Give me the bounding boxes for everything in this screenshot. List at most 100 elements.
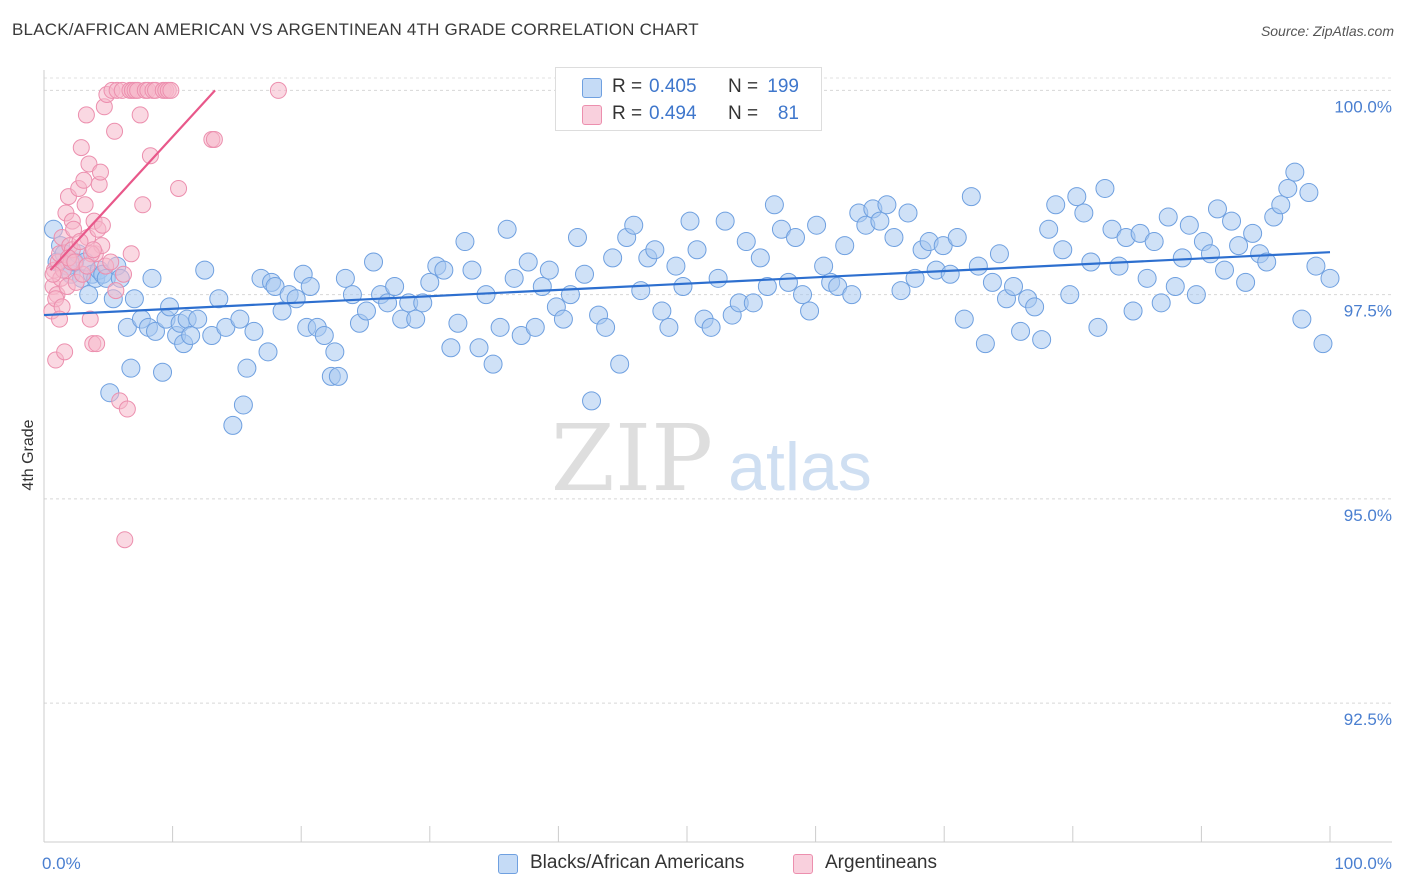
blacks-point: [624, 215, 644, 235]
blacks-point: [188, 309, 208, 329]
blacks-point: [603, 248, 623, 268]
blacks-point: [364, 252, 384, 272]
blacks-point: [1292, 309, 1312, 329]
argentineans-point: [88, 335, 106, 353]
legend-label: Argentineans: [825, 852, 937, 873]
blacks-point: [1222, 211, 1242, 231]
argentineans-point: [106, 122, 124, 140]
blacks-point: [434, 260, 454, 280]
x-tick-labels: 0.0% 100.0%: [42, 854, 1392, 873]
blacks-point: [1186, 285, 1206, 305]
blacks-point: [968, 256, 988, 276]
blacks-point: [1144, 232, 1164, 252]
x-tick-label: 0.0%: [42, 854, 81, 873]
chart-source: Source: ZipAtlas.com: [1260, 23, 1394, 39]
r-label: R =: [612, 103, 643, 124]
blacks-point: [793, 285, 813, 305]
blacks-point: [596, 317, 616, 337]
y-tick-label: 92.5%: [1344, 710, 1392, 729]
blacks-point: [1285, 162, 1305, 182]
blacks-point: [124, 289, 144, 309]
argentineans-point: [56, 343, 74, 361]
argentineans-point: [84, 241, 102, 259]
blacks-point: [898, 203, 918, 223]
series-blacks-points: [44, 162, 1340, 435]
blacks-point: [258, 342, 278, 362]
blacks-point: [1151, 293, 1171, 313]
blacks-point: [469, 338, 489, 358]
blacks-point: [244, 321, 264, 341]
blacks-point: [237, 358, 257, 378]
blacks-point: [209, 289, 229, 309]
watermark-zip: ZIP: [551, 405, 713, 512]
blacks-point: [117, 317, 137, 337]
blacks-point: [286, 289, 306, 309]
legend-swatch-pink: [582, 105, 602, 125]
y-axis-label: 4th Grade: [20, 419, 37, 490]
blacks-point: [518, 252, 538, 272]
blacks-point: [575, 264, 595, 284]
argentineans-point: [107, 282, 125, 300]
blacks-point: [1060, 285, 1080, 305]
trend-lines: [43, 89, 1331, 317]
blacks-point: [961, 187, 981, 207]
blacks-point: [835, 236, 855, 256]
blacks-point: [1278, 178, 1298, 198]
r-value: 0.494: [649, 103, 697, 124]
blacks-point: [314, 326, 334, 346]
blacks-point: [645, 240, 665, 260]
blacks-point: [954, 309, 974, 329]
blacks-point: [325, 342, 345, 362]
n-label: N =: [728, 76, 759, 97]
blacks-point: [1130, 223, 1150, 243]
y-tick-labels: 92.5% 95.0% 97.5% 100.0%: [1334, 97, 1392, 729]
blacks-point: [1123, 301, 1143, 321]
stats-row-argentineans: R = 0.494 N = 81: [556, 101, 821, 127]
blacks-point: [659, 317, 679, 337]
series-argentineans-points: [43, 81, 287, 549]
blacks-point: [1236, 272, 1256, 292]
blacks-point: [736, 232, 756, 252]
y-tick-label: 95.0%: [1344, 506, 1392, 525]
blacks-point: [715, 211, 735, 231]
trend-line-argentineans: [49, 89, 216, 271]
blacks-point: [216, 317, 236, 337]
blacks-point: [504, 268, 524, 288]
blacks-point: [223, 415, 243, 435]
blacks-point: [511, 326, 531, 346]
blacks-point: [539, 260, 559, 280]
blacks-point: [814, 256, 834, 276]
blacks-point: [1053, 240, 1073, 260]
blacks-point: [1200, 244, 1220, 264]
argentineans-point: [77, 106, 95, 124]
argentineans-point: [134, 196, 152, 214]
blacks-point: [750, 248, 770, 268]
blacks-point: [687, 240, 707, 260]
argentineans-point: [80, 155, 98, 173]
blacks-point: [378, 293, 398, 313]
blacks-point: [145, 321, 165, 341]
blacks-point: [673, 276, 693, 296]
blacks-point: [947, 227, 967, 247]
blacks-point: [328, 366, 348, 386]
trend-line-blacks: [43, 251, 1331, 317]
stats-legend: R = 0.405 N = 199 R = 0.494 N = 81: [555, 67, 822, 131]
blacks-point: [1207, 199, 1227, 219]
blacks-point: [778, 272, 798, 292]
blacks-point: [335, 268, 355, 288]
blacks-point: [582, 391, 602, 411]
argentineans-point: [78, 257, 96, 275]
blacks-point: [1081, 252, 1101, 272]
blacks-point: [121, 358, 141, 378]
argentineans-point: [170, 179, 188, 197]
blacks-point: [181, 326, 201, 346]
blacks-point: [666, 256, 686, 276]
blacks-point: [975, 334, 995, 354]
r-label: R =: [612, 76, 643, 97]
argentineans-point: [72, 139, 90, 157]
blacks-point: [1039, 219, 1059, 239]
blacks-point: [1102, 219, 1122, 239]
argentineans-point: [102, 253, 120, 271]
blacks-point: [1067, 187, 1087, 207]
